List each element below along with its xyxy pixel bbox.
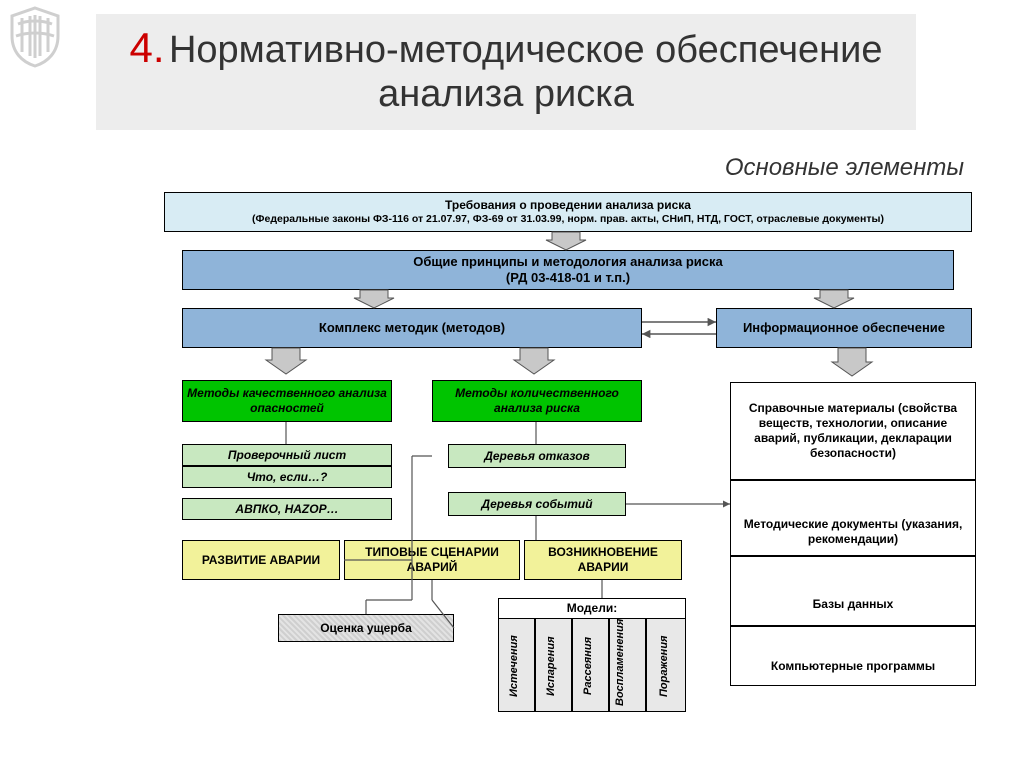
- title-block: 4. Нормативно-методическое обеспечение а…: [96, 14, 916, 130]
- principles-sub: (РД 03-418-01 и т.п.): [506, 270, 630, 286]
- title-number: 4.: [129, 24, 164, 71]
- box-damage-assessment: Оценка ущерба: [278, 614, 454, 642]
- shield-logo-icon: [8, 6, 62, 68]
- title-text: Нормативно-методическое обеспечение анал…: [169, 29, 883, 115]
- box-accident-development: РАЗВИТИЕ АВАРИИ: [182, 540, 340, 580]
- model-label-5: Поражения: [658, 626, 670, 706]
- box-programs: Компьютерные программы: [730, 626, 976, 686]
- box-reference-materials: Справочные материалы (свойства веществ, …: [730, 382, 976, 480]
- box-qualitative-methods: Методы качественного анализа опасностей: [182, 380, 392, 422]
- principles-title: Общие принципы и методология анализа рис…: [413, 254, 722, 270]
- box-hazop: АВПКО, HAZOP…: [182, 498, 392, 520]
- box-accident-origin: ВОЗНИКНОВЕНИЕ АВАРИИ: [524, 540, 682, 580]
- model-label-1: Истечения: [508, 626, 520, 706]
- box-requirements: Требования о проведении анализа риска (Ф…: [164, 192, 972, 232]
- box-event-trees: Деревья событий: [448, 492, 626, 516]
- box-method-docs: Методические документы (указания, рекоме…: [730, 480, 976, 556]
- model-label-3: Рассеяния: [582, 626, 594, 706]
- req-sub: (Федеральные законы ФЗ-116 от 21.07.97, …: [252, 213, 884, 226]
- req-title: Требования о проведении анализа риска: [445, 198, 691, 213]
- subtitle: Основные элементы: [725, 154, 964, 182]
- box-checklist: Проверочный лист: [182, 444, 392, 466]
- box-models-header: Модели:: [498, 598, 686, 618]
- model-label-4: Воспламенения: [614, 626, 638, 706]
- box-databases: Базы данных: [730, 556, 976, 626]
- box-fault-trees: Деревья отказов: [448, 444, 626, 468]
- box-whatif: Что, если…?: [182, 466, 392, 488]
- box-typical-scenarios: ТИПОВЫЕ СЦЕНАРИИ АВАРИЙ: [344, 540, 520, 580]
- box-principles: Общие принципы и методология анализа рис…: [182, 250, 954, 290]
- box-methods-complex: Комплекс методик (методов): [182, 308, 642, 348]
- box-info-support: Информационное обеспечение: [716, 308, 972, 348]
- box-quantitative-methods: Методы количественного анализа риска: [432, 380, 642, 422]
- model-label-2: Испарения: [545, 626, 557, 706]
